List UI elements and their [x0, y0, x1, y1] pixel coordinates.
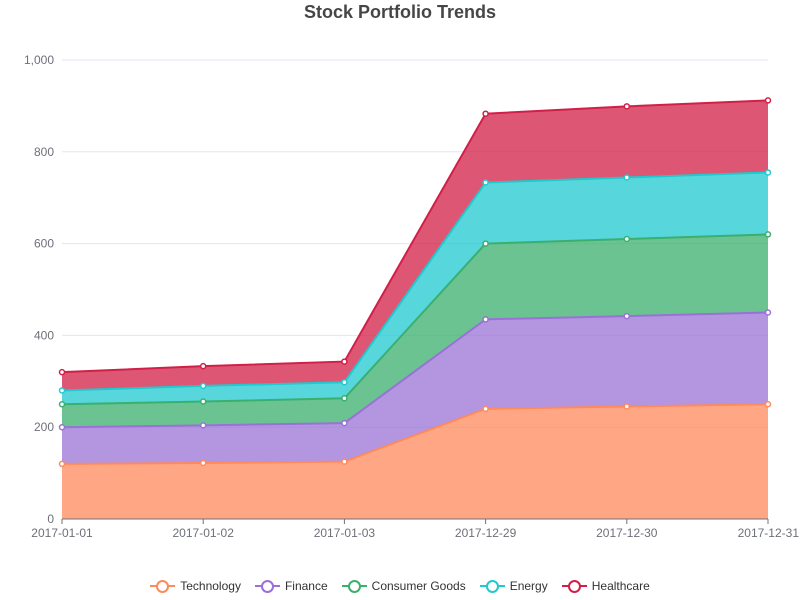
data-point[interactable]: [341, 378, 348, 386]
legend-label: Energy: [509, 579, 548, 593]
data-point[interactable]: [341, 458, 348, 465]
series-line: [61, 99, 769, 374]
y-tick-label: 600: [34, 237, 54, 251]
series-line: [61, 171, 769, 392]
chart-title: Stock Portfolio Trends: [303, 2, 497, 22]
axes: 0 200 400 600 800 1,000 2017-01-01 2017-01-02 20…: [24, 53, 799, 540]
y-tick-label: 200: [34, 420, 54, 434]
legend-swatch-icon: [479, 579, 505, 593]
data-point[interactable]: [199, 362, 207, 370]
data-point[interactable]: [764, 169, 772, 176]
series-area: [62, 172, 768, 405]
data-point[interactable]: [58, 460, 66, 468]
series-line: [61, 403, 769, 465]
series-area: [62, 404, 768, 519]
data-point[interactable]: [341, 358, 348, 365]
data-point[interactable]: [58, 368, 66, 376]
legend-item[interactable]: Healthcare: [561, 579, 650, 593]
data-point[interactable]: [764, 401, 772, 408]
y-tick-label: 400: [34, 328, 54, 342]
data-point[interactable]: [199, 382, 207, 390]
legend-label: Finance: [284, 579, 328, 593]
x-tick-label: 2017-01-03: [314, 526, 376, 540]
y-tick-label: 1,000: [24, 53, 54, 67]
legend-swatch-icon: [341, 579, 367, 593]
data-point[interactable]: [764, 231, 772, 238]
data-point[interactable]: [58, 401, 66, 408]
legend-swatch-icon: [150, 579, 176, 593]
legend-label: Technology: [180, 579, 241, 593]
series-area: [62, 234, 768, 428]
data-point[interactable]: [623, 403, 631, 410]
legend-item[interactable]: Technology: [150, 579, 241, 593]
data-point[interactable]: [341, 419, 348, 427]
data-point[interactable]: [623, 174, 631, 181]
y-tick-label: 0: [47, 512, 54, 526]
legend-swatch-icon: [561, 579, 587, 593]
series-points: [58, 97, 772, 468]
series-lines: [61, 99, 769, 465]
legend-label: Healthcare: [591, 579, 650, 593]
data-point[interactable]: [199, 398, 207, 405]
data-point[interactable]: [764, 97, 772, 104]
series-line: [61, 233, 769, 406]
stacked-area-chart: 0 200 400 600 800 1,000 2017-01-01 2017-01-02 20…: [24, 53, 799, 540]
data-point[interactable]: [199, 422, 207, 429]
x-tick-label: 2017-12-31: [738, 526, 800, 540]
y-tick-label: 800: [34, 145, 54, 159]
data-point[interactable]: [623, 103, 631, 110]
data-point[interactable]: [482, 110, 489, 117]
x-tick-label: 2017-12-30: [596, 526, 658, 540]
data-point[interactable]: [199, 459, 207, 467]
x-tick-label: 2017-01-02: [173, 526, 235, 540]
series-line: [61, 311, 769, 429]
series-areas: [62, 100, 768, 519]
data-point[interactable]: [482, 316, 489, 323]
legend-item[interactable]: Energy: [479, 579, 548, 593]
data-point[interactable]: [482, 240, 489, 247]
legend: Technology Finance Consumer Goods Energy Hea…: [0, 579, 800, 593]
data-point[interactable]: [623, 235, 631, 243]
data-point[interactable]: [482, 179, 489, 186]
data-point[interactable]: [341, 395, 348, 402]
x-tick-label: 2017-12-29: [455, 526, 517, 540]
series-area: [62, 312, 768, 464]
data-point[interactable]: [58, 387, 66, 394]
legend-label: Consumer Goods: [371, 579, 466, 593]
legend-item[interactable]: Consumer Goods: [341, 579, 466, 593]
legend-swatch-icon: [254, 579, 280, 593]
data-point[interactable]: [58, 423, 66, 431]
x-tick-label: 2017-01-01: [31, 526, 93, 540]
legend-item[interactable]: Finance: [254, 579, 328, 593]
series-area: [62, 100, 768, 391]
data-point[interactable]: [764, 309, 772, 316]
data-point[interactable]: [623, 312, 631, 320]
data-point[interactable]: [482, 405, 489, 413]
